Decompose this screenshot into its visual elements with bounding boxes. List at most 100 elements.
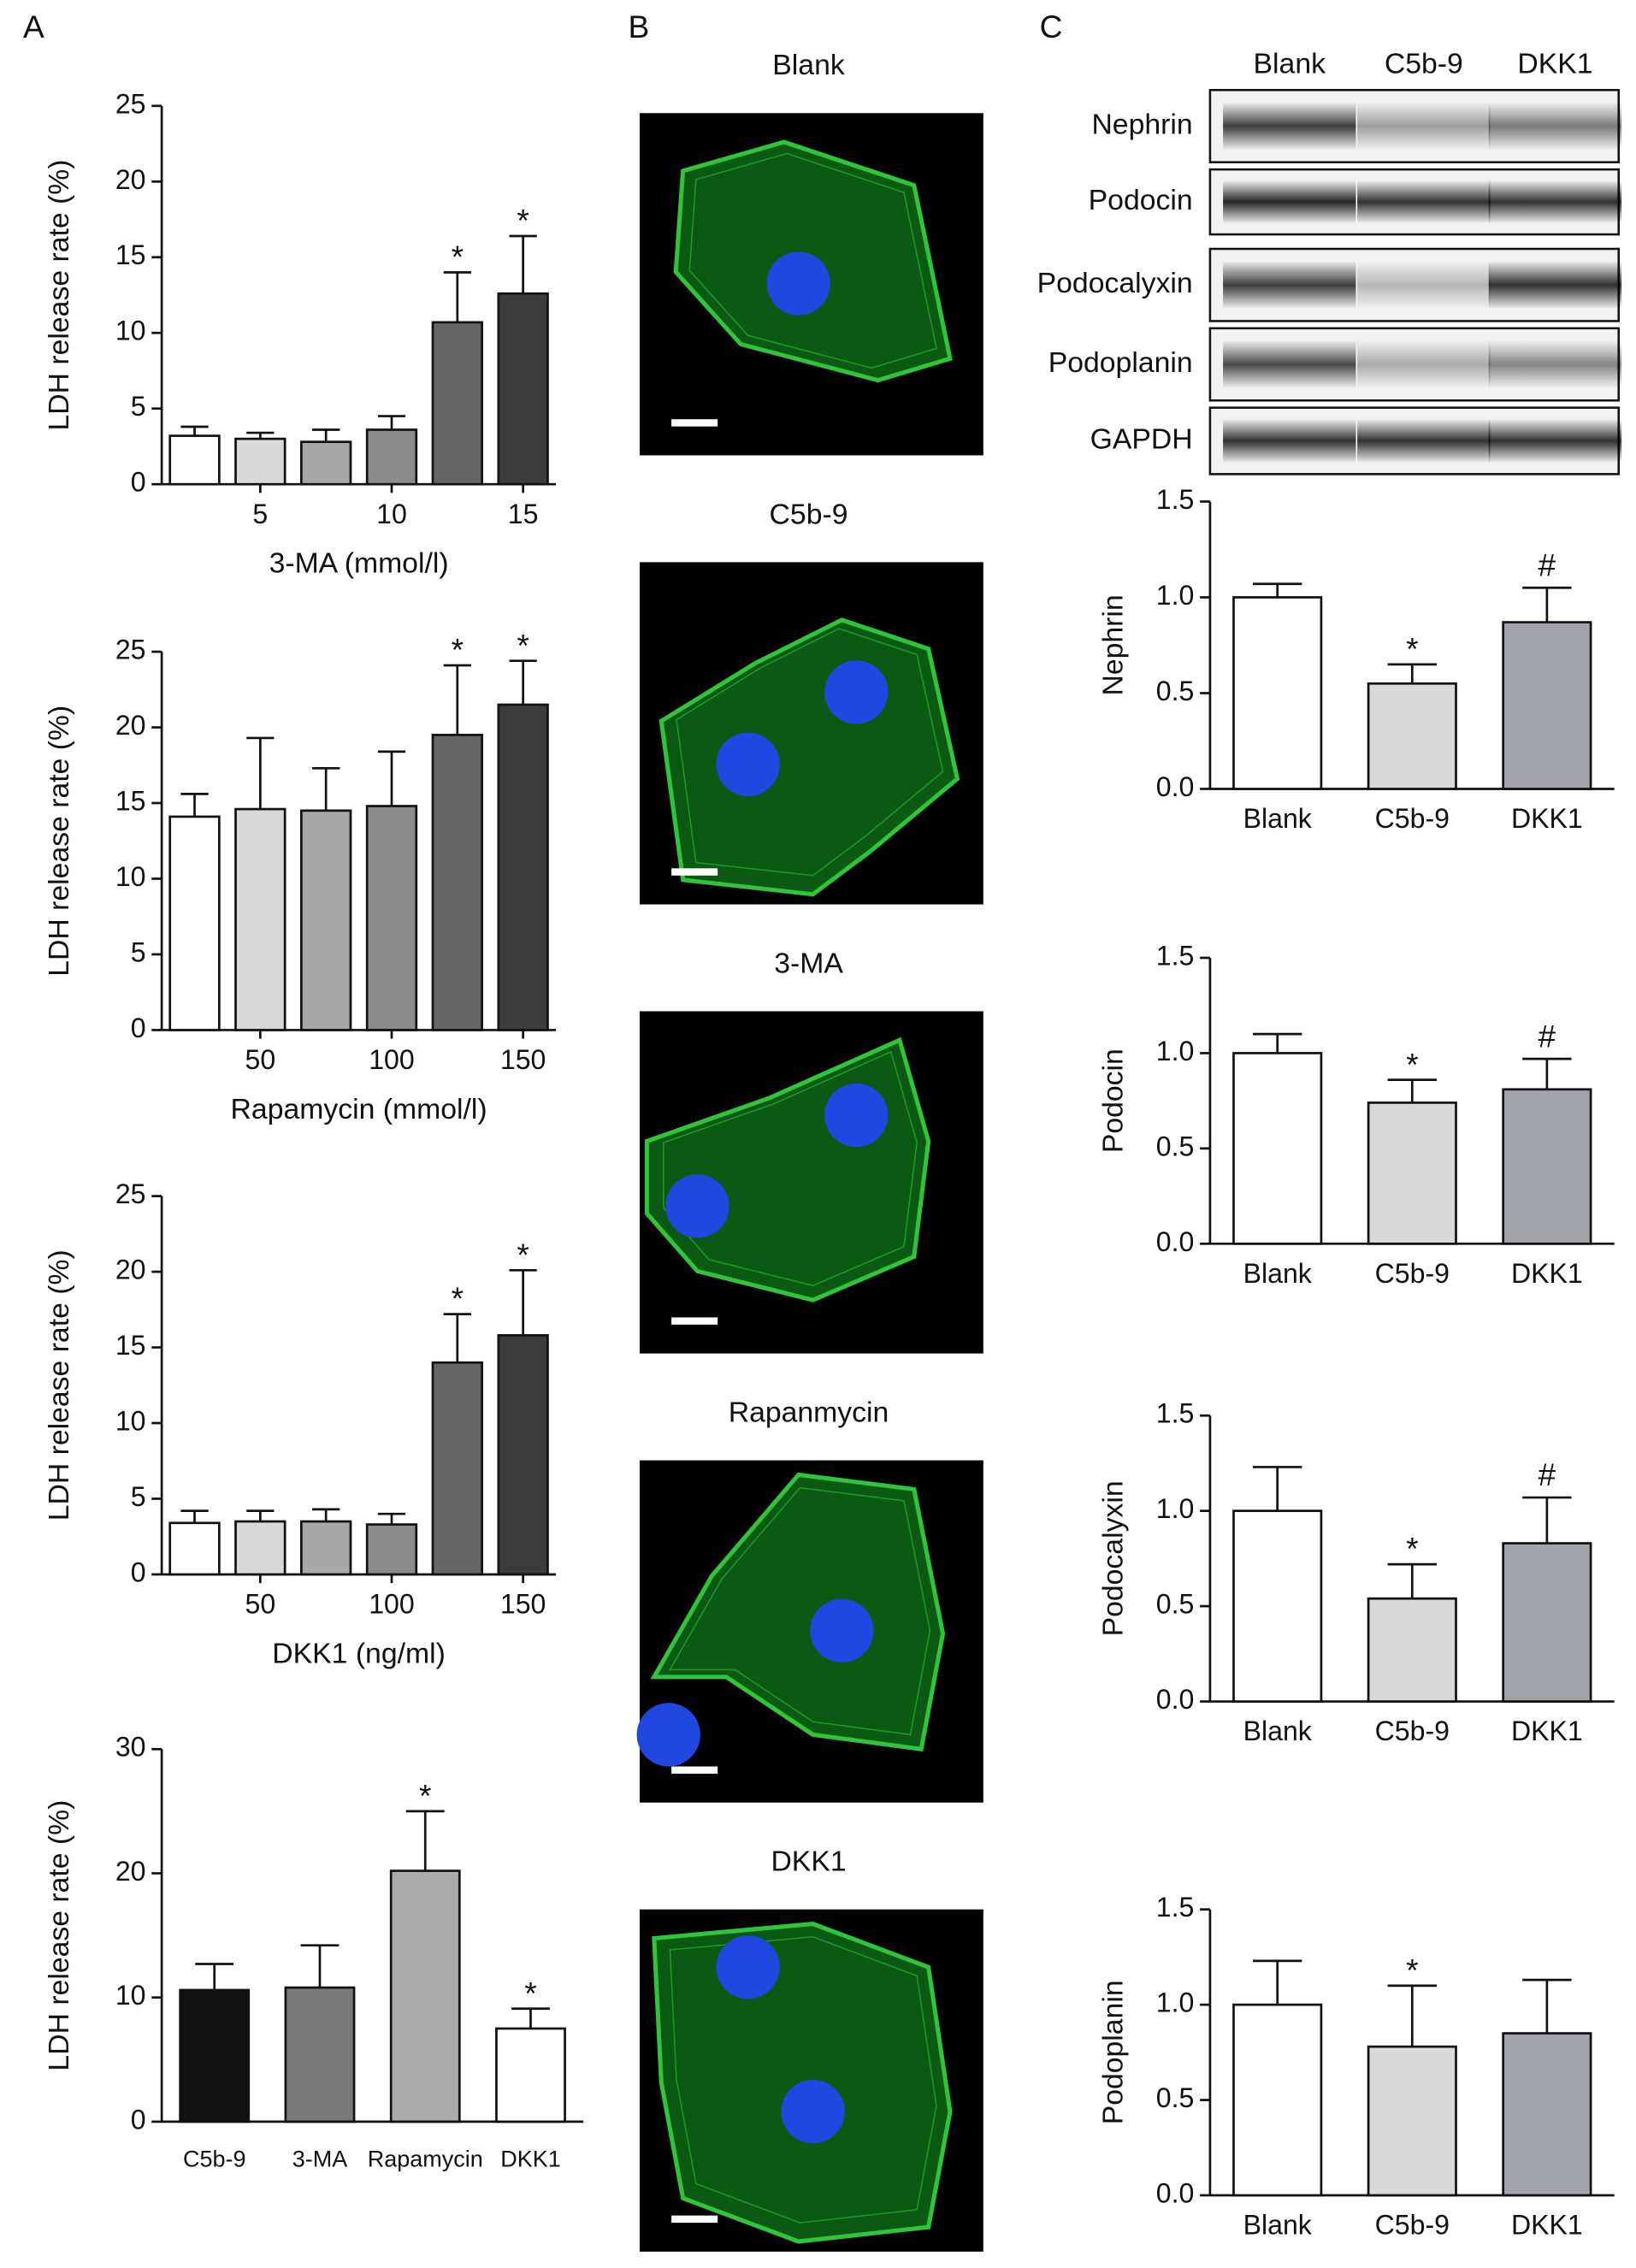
nucleus — [824, 660, 889, 724]
x-tick-label: Blank — [1243, 1258, 1313, 1289]
x-tick-label: 3-MA — [292, 2147, 348, 2172]
y-tick-label: 10 — [115, 316, 146, 346]
x-tick-label: Blank — [1243, 2210, 1313, 2241]
x-tick-label: DKK1 — [1511, 2210, 1583, 2241]
nucleus — [781, 2079, 845, 2144]
blot-band — [1357, 262, 1491, 309]
nucleus — [665, 1174, 729, 1238]
y-tick-label: 1.5 — [1156, 940, 1195, 971]
y-tick-label: 0.0 — [1156, 1226, 1195, 1257]
micrograph — [636, 1460, 983, 1803]
y-tick-label: 5 — [131, 936, 146, 967]
y-tick-label: 0.5 — [1156, 1589, 1195, 1620]
blot-band — [1223, 262, 1356, 309]
bar — [1367, 682, 1457, 790]
x-tick-label: C5b-9 — [1375, 2210, 1450, 2241]
cell-fibers — [676, 628, 944, 877]
nucleus — [810, 1598, 874, 1663]
x-tick-label: C5b-9 — [1375, 803, 1450, 834]
panel-label: B — [628, 9, 649, 44]
bar — [168, 1521, 221, 1576]
bar — [497, 1334, 549, 1576]
x-tick-label: 150 — [500, 1044, 546, 1075]
blot-band — [1223, 103, 1356, 150]
y-tick-label: 25 — [115, 88, 146, 119]
blot-band — [1357, 341, 1491, 388]
x-tick-label: 100 — [369, 1044, 415, 1075]
bar — [497, 292, 549, 486]
panel-label: A — [23, 9, 44, 44]
y-tick-label: 0 — [131, 1556, 146, 1587]
bar — [168, 434, 221, 486]
y-tick-label: 1.0 — [1156, 580, 1195, 611]
x-axis-label: 3-MA (mmol/l) — [269, 547, 449, 580]
significance-marker: * — [419, 1777, 431, 1813]
bar — [234, 1520, 286, 1576]
micrograph-title: 3-MA — [774, 947, 843, 979]
bar — [365, 428, 418, 486]
micrograph — [639, 1011, 983, 1354]
micrograph — [639, 562, 983, 905]
x-tick-label: 5 — [252, 499, 268, 529]
y-tick-label: 15 — [115, 239, 146, 270]
bar — [431, 321, 483, 486]
panel-label: C — [1040, 9, 1063, 44]
bar — [389, 1869, 461, 2123]
y-tick-label: 30 — [115, 1732, 146, 1763]
y-axis-label: Podoplanin — [1096, 1980, 1129, 2124]
y-tick-label: 0.5 — [1156, 1131, 1195, 1161]
y-tick-label: 0.5 — [1156, 676, 1195, 706]
significance-marker: * — [1406, 1952, 1418, 1987]
bar — [365, 1523, 418, 1576]
blot-band — [1223, 180, 1356, 223]
x-tick-label: 100 — [369, 1589, 415, 1620]
significance-marker: # — [1539, 1456, 1556, 1492]
scale-bar — [671, 2215, 718, 2224]
x-tick-label: Rapamycin — [368, 2147, 483, 2172]
scale-bar — [671, 1317, 718, 1325]
blot-row-label: Podocin — [1089, 184, 1193, 216]
bar — [1502, 1542, 1592, 1703]
bar — [1232, 596, 1323, 790]
y-tick-label: 0.0 — [1156, 1684, 1195, 1715]
blot-band — [1488, 103, 1622, 150]
significance-marker: * — [524, 1975, 536, 2011]
x-tick-label: DKK1 — [1511, 1716, 1583, 1746]
significance-marker: * — [1406, 630, 1418, 666]
x-tick-label: DKK1 — [1511, 1258, 1583, 1289]
blot-band — [1488, 341, 1622, 388]
nucleus — [766, 251, 830, 316]
micrograph-title: DKK1 — [771, 1846, 846, 1878]
bar — [179, 1988, 251, 2123]
y-tick-label: 1.5 — [1156, 484, 1195, 515]
cell-fibers — [688, 152, 937, 369]
y-axis-label: LDH release rate (%) — [43, 1800, 75, 2071]
blot-lane-label: C5b-9 — [1385, 47, 1463, 80]
blot-lane-label: DKK1 — [1517, 47, 1592, 80]
x-tick-label: 50 — [245, 1589, 275, 1620]
y-axis-label: LDH release rate (%) — [43, 160, 75, 431]
y-tick-label: 15 — [115, 785, 146, 816]
significance-marker: * — [517, 203, 529, 239]
x-axis-label: Rapamycin (mmol/l) — [231, 1093, 487, 1125]
bar — [300, 809, 352, 1031]
x-tick-label: Blank — [1243, 803, 1313, 834]
bar — [300, 440, 352, 486]
significance-marker: * — [517, 627, 529, 663]
x-tick-label: C5b-9 — [183, 2147, 246, 2172]
x-tick-label: 10 — [376, 499, 407, 529]
significance-marker: * — [452, 239, 464, 275]
blot-band — [1357, 180, 1491, 223]
blot-band — [1357, 419, 1491, 463]
y-tick-label: 15 — [115, 1330, 146, 1361]
nucleus — [716, 1935, 780, 1999]
y-axis-label: Podocin — [1096, 1048, 1129, 1153]
significance-marker: * — [517, 1237, 529, 1273]
significance-marker: * — [452, 1280, 464, 1316]
bar — [1232, 1052, 1323, 1245]
y-axis-label: LDH release rate (%) — [43, 1249, 75, 1521]
bar — [300, 1520, 352, 1576]
y-tick-label: 5 — [131, 391, 146, 422]
bar — [1367, 2045, 1457, 2197]
